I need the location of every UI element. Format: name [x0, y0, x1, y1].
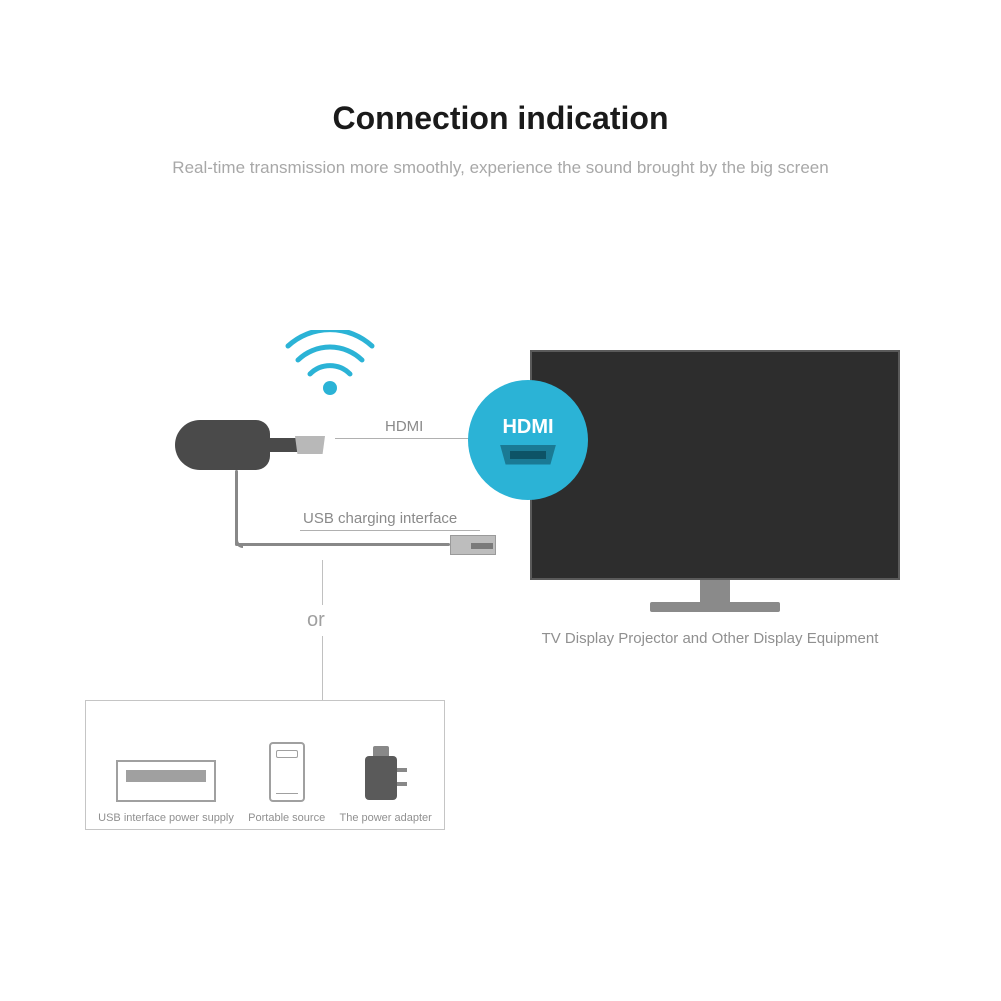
hdmi-badge: HDMI	[468, 380, 588, 500]
usb-cable-vertical	[235, 470, 238, 545]
hdmi-badge-text: HDMI	[502, 416, 553, 439]
usb-plug-icon	[450, 535, 496, 555]
page-title: Connection indication	[0, 100, 1001, 137]
monitor-icon	[530, 350, 900, 620]
powerbank-icon	[269, 742, 305, 802]
hdmi-connector-line	[335, 438, 470, 439]
page-subtitle: Real-time transmission more smoothly, ex…	[0, 158, 1001, 178]
usb-interface-label: USB interface power supply	[98, 812, 234, 824]
usb-interface-icon	[116, 760, 216, 802]
monitor-label: TV Display Projector and Other Display E…	[490, 630, 930, 647]
usb-cable-horizontal	[235, 543, 450, 546]
wifi-signal-icon	[280, 330, 380, 410]
dongle-device-icon	[175, 420, 325, 470]
connection-diagram: HDMI USB charging interface HDMI TV Disp…	[0, 320, 1001, 920]
hdmi-port-icon	[500, 445, 556, 465]
or-label: or	[305, 605, 327, 636]
power-adapter-icon	[365, 746, 407, 802]
portable-source-label: Portable source	[248, 812, 325, 824]
power-option-adapter: The power adapter	[339, 711, 431, 824]
hdmi-label: HDMI	[385, 418, 423, 435]
power-options-box: USB interface power supply Portable sour…	[85, 700, 445, 830]
power-option-usb: USB interface power supply	[98, 711, 234, 824]
power-adapter-label: The power adapter	[339, 812, 431, 824]
usb-charging-label: USB charging interface	[303, 510, 457, 527]
usb-connector-line	[300, 530, 480, 531]
power-option-portable: Portable source	[248, 711, 325, 824]
